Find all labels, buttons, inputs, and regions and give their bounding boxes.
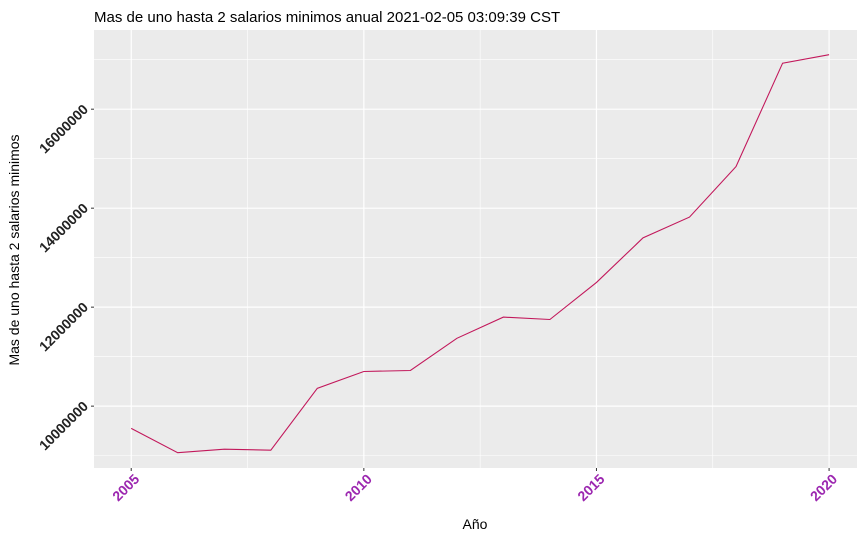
plot-panel bbox=[94, 30, 857, 468]
grid-major bbox=[94, 30, 857, 468]
x-tick-label: 2020 bbox=[807, 471, 840, 504]
x-tick-labels: 2005 2010 2015 2020 bbox=[109, 471, 840, 504]
y-tick-labels: 10000000 12000000 14000000 16000000 bbox=[36, 101, 92, 453]
series-line bbox=[130, 54, 830, 454]
y-axis-title: Mas de uno hasta 2 salarios minimos bbox=[6, 134, 22, 365]
x-tick-label: 2015 bbox=[574, 471, 607, 504]
y-tick-label: 14000000 bbox=[36, 200, 92, 256]
x-tick-label: 2005 bbox=[109, 471, 142, 504]
x-axis-title: Año bbox=[463, 516, 488, 532]
series-group bbox=[130, 54, 830, 454]
y-tick-label: 12000000 bbox=[36, 299, 92, 355]
y-tick-label: 10000000 bbox=[36, 398, 92, 454]
tick-marks bbox=[91, 108, 830, 471]
grid-minor bbox=[94, 30, 857, 468]
y-tick-label: 16000000 bbox=[36, 101, 92, 157]
chart-title: Mas de uno hasta 2 salarios minimos anua… bbox=[94, 9, 560, 26]
x-tick-label: 2010 bbox=[342, 471, 375, 504]
